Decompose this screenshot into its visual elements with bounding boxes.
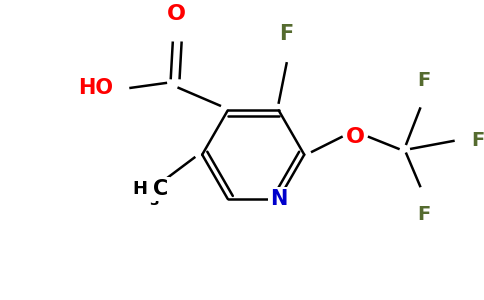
Text: 3: 3 — [149, 194, 159, 208]
Text: O: O — [346, 127, 365, 147]
Text: F: F — [471, 131, 484, 150]
Text: F: F — [279, 24, 294, 44]
Text: C: C — [153, 179, 168, 199]
Text: HO: HO — [78, 78, 113, 98]
Text: H: H — [132, 180, 147, 198]
Text: O: O — [167, 4, 186, 24]
Text: N: N — [270, 189, 287, 209]
Text: F: F — [417, 205, 431, 224]
Text: F: F — [417, 71, 431, 90]
